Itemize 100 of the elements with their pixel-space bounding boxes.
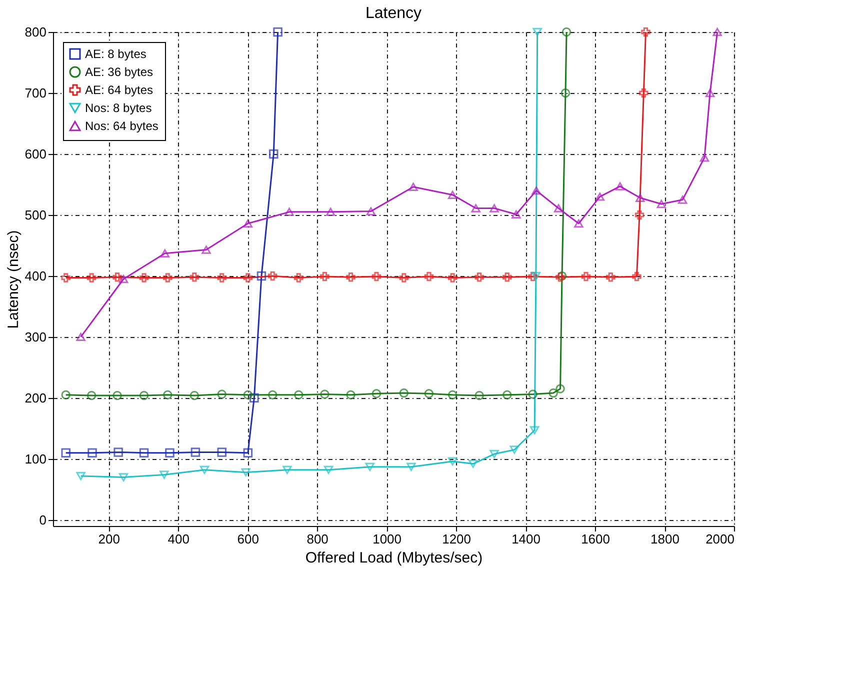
point bbox=[510, 446, 520, 454]
point bbox=[243, 273, 253, 282]
point bbox=[282, 466, 292, 474]
point bbox=[502, 272, 512, 282]
point bbox=[408, 182, 418, 192]
point bbox=[615, 182, 625, 190]
point bbox=[372, 272, 382, 282]
point bbox=[217, 448, 226, 457]
point bbox=[502, 390, 512, 400]
y-tick-label: 0 bbox=[39, 512, 46, 528]
point bbox=[241, 468, 250, 476]
point bbox=[474, 272, 484, 282]
point bbox=[61, 448, 70, 458]
point bbox=[712, 28, 722, 36]
x-tick-label: 800 bbox=[306, 532, 328, 546]
point bbox=[320, 272, 330, 282]
point bbox=[705, 88, 715, 98]
point bbox=[76, 472, 86, 480]
point bbox=[112, 272, 122, 282]
point bbox=[320, 390, 330, 399]
x-tick-label: 200 bbox=[98, 532, 120, 546]
point bbox=[217, 390, 226, 399]
point bbox=[243, 219, 253, 228]
point bbox=[490, 450, 499, 458]
point bbox=[424, 272, 434, 282]
point bbox=[490, 204, 499, 212]
point bbox=[86, 273, 96, 282]
x-tick-label: 400 bbox=[168, 532, 190, 546]
point bbox=[118, 473, 128, 482]
point bbox=[118, 274, 128, 284]
point bbox=[346, 390, 356, 400]
legend-label: Nos: 64 bytes bbox=[85, 119, 158, 133]
legend-label: Nos: 8 bytes bbox=[85, 101, 152, 115]
point bbox=[632, 272, 642, 282]
point bbox=[273, 27, 282, 37]
y-tick-label: 600 bbox=[24, 146, 46, 162]
point bbox=[86, 390, 96, 400]
point bbox=[326, 208, 336, 216]
legend-label: AE: 64 bytes bbox=[85, 83, 154, 97]
point bbox=[190, 448, 200, 457]
point bbox=[399, 273, 409, 282]
point bbox=[190, 390, 200, 400]
legend-label: AE: 36 bytes bbox=[85, 65, 154, 79]
point bbox=[641, 27, 650, 37]
y-tick-label: 400 bbox=[24, 268, 46, 284]
point bbox=[165, 448, 174, 458]
point bbox=[448, 273, 458, 282]
point bbox=[700, 154, 710, 162]
point bbox=[532, 186, 541, 195]
point bbox=[61, 273, 70, 282]
point bbox=[256, 271, 266, 281]
point bbox=[243, 390, 253, 400]
point bbox=[595, 192, 605, 201]
y-axis-title: Latency (nsec) bbox=[4, 230, 22, 329]
point bbox=[268, 271, 278, 281]
y-tick-label: 800 bbox=[24, 24, 46, 40]
point bbox=[139, 390, 149, 400]
point bbox=[112, 390, 122, 400]
point bbox=[656, 200, 666, 208]
point bbox=[88, 448, 97, 458]
x-tick-label: 600 bbox=[237, 532, 259, 546]
point bbox=[678, 196, 688, 204]
point bbox=[406, 462, 416, 471]
point bbox=[268, 390, 278, 400]
x-tick-label: 1400 bbox=[512, 532, 540, 546]
x-tick-label: 1000 bbox=[372, 532, 402, 546]
point bbox=[139, 273, 149, 282]
point bbox=[365, 462, 374, 471]
point bbox=[399, 388, 409, 398]
point bbox=[528, 390, 538, 399]
point bbox=[474, 390, 484, 400]
point bbox=[163, 273, 172, 282]
x-tick-label: 1800 bbox=[650, 532, 680, 546]
x-tick-label: 1600 bbox=[581, 532, 610, 546]
y-tick-label: 500 bbox=[24, 207, 46, 222]
legend-label: AE: 8 bytes bbox=[85, 47, 146, 61]
point bbox=[636, 194, 645, 202]
point bbox=[512, 210, 521, 218]
point bbox=[243, 448, 253, 458]
point bbox=[324, 466, 334, 474]
y-tick-label: 100 bbox=[24, 451, 46, 466]
y-tick-label: 300 bbox=[24, 329, 46, 344]
point bbox=[76, 332, 86, 342]
point bbox=[139, 448, 149, 458]
point bbox=[366, 207, 376, 216]
chart-title: Latency bbox=[365, 5, 422, 22]
point bbox=[562, 27, 572, 37]
y-tick-label: 200 bbox=[24, 390, 46, 406]
point bbox=[346, 272, 356, 282]
x-axis-title: Offered Load (Mbytes/sec) bbox=[305, 550, 483, 566]
point bbox=[471, 204, 480, 212]
point bbox=[163, 390, 172, 400]
point bbox=[190, 272, 200, 282]
point bbox=[294, 273, 304, 282]
point bbox=[250, 393, 259, 403]
point bbox=[639, 88, 648, 98]
x-tick-label: 2000 bbox=[706, 532, 734, 546]
point bbox=[530, 426, 540, 434]
x-tick-label: 1200 bbox=[442, 532, 471, 546]
point bbox=[548, 388, 558, 398]
